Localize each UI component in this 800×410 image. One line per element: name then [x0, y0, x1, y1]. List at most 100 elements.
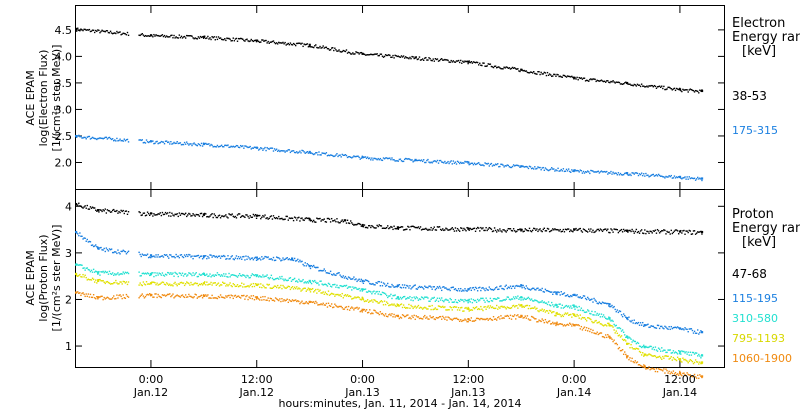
scatter-dot: [437, 226, 440, 228]
scatter-dot: [370, 283, 372, 285]
scatter-dot: [299, 259, 301, 262]
scatter-dot: [264, 214, 266, 216]
scatter-dot: [210, 38, 212, 41]
scatter-dot: [425, 56, 427, 59]
scatter-dot: [364, 54, 367, 56]
scatter-dot: [648, 326, 650, 329]
scatter-dot: [637, 364, 640, 366]
scatter-dot: [542, 301, 544, 304]
scatter-dot: [382, 282, 385, 284]
scatter-dot: [591, 298, 593, 300]
scatter-dot: [616, 327, 619, 329]
scatter-dot: [604, 334, 607, 336]
scatter-dot: [603, 324, 606, 326]
scatter-dot: [385, 294, 388, 297]
scatter-dot: [649, 368, 651, 371]
scatter-dot: [543, 169, 546, 171]
scatter-dot: [271, 287, 274, 289]
scatter-dot: [519, 305, 521, 307]
scatter-dot: [81, 235, 83, 238]
scatter-dot: [257, 298, 260, 300]
scatter-dot: [552, 168, 554, 170]
scatter-dot: [683, 177, 685, 179]
scatter-dot: [698, 231, 700, 233]
scatter-dot: [529, 289, 532, 291]
scatter-dot: [632, 172, 634, 174]
data-point: [308, 300, 311, 303]
scatter-dot: [455, 306, 458, 308]
scatter-dot: [471, 301, 474, 304]
scatter-dot: [355, 287, 357, 289]
scatter-dot: [434, 160, 437, 162]
scatter-dot: [106, 138, 109, 140]
scatter-dot: [661, 347, 663, 349]
scatter-dot: [689, 351, 692, 353]
scatter-dot: [686, 176, 688, 178]
xtick-label-time: 0:00: [350, 373, 375, 386]
scatter-dot: [209, 254, 211, 256]
scatter-dot: [458, 290, 461, 292]
scatter-dot: [260, 147, 262, 149]
scatter-dot: [507, 315, 510, 317]
scatter-dot: [338, 222, 340, 224]
scatter-dot: [610, 320, 612, 322]
data-point: [626, 229, 629, 232]
scatter-dot: [120, 281, 122, 283]
data-point: [255, 296, 258, 299]
scatter-dot: [622, 339, 625, 342]
scatter-dot: [186, 275, 188, 277]
scatter-dot: [381, 291, 384, 294]
scatter-dot: [649, 175, 651, 177]
scatter-dot: [579, 296, 581, 298]
scatter-dot: [243, 255, 245, 258]
scatter-dot: [411, 159, 413, 161]
scatter-dot: [252, 147, 255, 149]
scatter-dot: [662, 230, 664, 232]
scatter-dot: [366, 291, 369, 293]
scatter-dot: [269, 258, 272, 260]
scatter-dot: [451, 309, 453, 311]
scatter-dot: [403, 306, 406, 309]
scatter-dot: [319, 303, 321, 306]
scatter-dot: [582, 228, 585, 230]
scatter-dot: [667, 328, 669, 330]
scatter-dot: [502, 164, 504, 166]
scatter-dot: [642, 174, 644, 177]
scatter-dot: [460, 287, 462, 290]
scatter-dot: [249, 145, 251, 148]
scatter-dot: [486, 163, 488, 165]
scatter-dot: [223, 146, 225, 148]
scatter-dot: [489, 63, 492, 65]
scatter-dot: [666, 355, 668, 357]
scatter-dot: [560, 168, 562, 171]
scatter-dot: [358, 307, 360, 309]
scatter-dot: [691, 233, 694, 235]
scatter-dot: [217, 36, 220, 38]
scatter-dot: [631, 357, 633, 360]
scatter-dot: [389, 313, 391, 315]
scatter-dot: [363, 308, 366, 311]
scatter-dot: [483, 62, 485, 64]
scatter-dot: [363, 224, 366, 226]
scatter-dot: [661, 230, 663, 232]
scatter-dot: [510, 318, 513, 320]
scatter-dot: [493, 297, 496, 300]
scatter-dot: [614, 325, 616, 327]
scatter-dot: [432, 58, 434, 60]
scatter-dot: [465, 319, 467, 321]
scatter-dot: [650, 174, 652, 177]
scatter-dot: [147, 35, 150, 37]
scatter-dot: [260, 217, 262, 220]
scatter-dot: [475, 287, 478, 290]
scatter-dot: [178, 142, 181, 144]
scatter-dot: [213, 282, 215, 284]
scatter-dot: [683, 372, 685, 374]
scatter-dot: [684, 373, 686, 376]
scatter-dot: [215, 255, 218, 258]
scatter-dot: [284, 218, 286, 220]
scatter-dot: [250, 283, 252, 285]
scatter-dot: [165, 35, 168, 37]
scatter-dot: [340, 295, 342, 298]
scatter-dot: [421, 286, 424, 289]
scatter-dot: [650, 325, 652, 327]
